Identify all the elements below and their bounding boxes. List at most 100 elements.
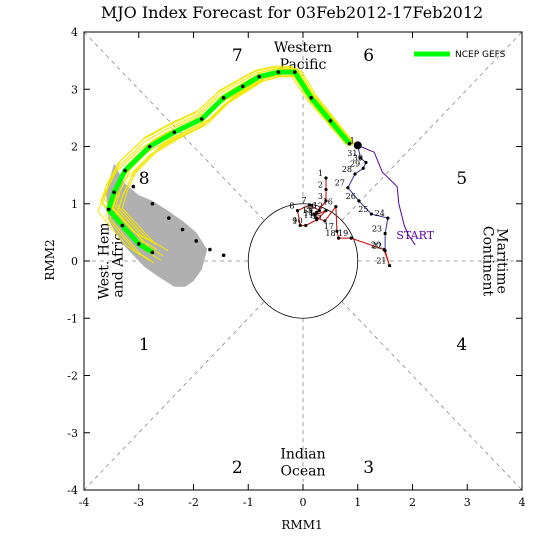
observed-point — [324, 187, 328, 192]
phase-number: 8 — [139, 169, 150, 189]
x-tick-label: -1 — [243, 496, 254, 509]
y-tick-label: -1 — [67, 312, 78, 325]
forecast-dot — [221, 253, 226, 258]
ensemble-mean-point — [150, 250, 155, 255]
forecast-dot — [194, 239, 199, 243]
observed-day-label: 3 — [318, 192, 323, 201]
legend: NCEP GEFS — [414, 50, 506, 60]
y-axis-label: RMM2 — [43, 239, 57, 280]
observed-point — [383, 231, 387, 236]
grid-diagonal-ne — [341, 31, 523, 221]
observed-day-label: 6 — [311, 202, 316, 211]
x-tick-label: 4 — [519, 496, 526, 509]
observed-point — [336, 236, 341, 240]
observed-day-label: 16 — [323, 198, 333, 207]
ensemble-mean-point — [221, 96, 226, 100]
observed-point — [324, 199, 328, 203]
observed-day-label: 9 — [292, 217, 297, 226]
phase-number: 7 — [232, 46, 243, 66]
observed-point — [346, 186, 350, 190]
ensemble-mean-point — [123, 168, 127, 173]
observed-day-label: 18 — [325, 229, 335, 238]
phase-number: 5 — [456, 169, 467, 189]
observed-day-label: 14 — [304, 209, 314, 218]
region-maritime-line2: Continent — [480, 226, 496, 297]
ensemble-mean-point — [240, 84, 245, 89]
observed-point — [353, 172, 357, 176]
forecast-dot — [150, 201, 155, 206]
observed-day-label: 15 — [312, 212, 322, 221]
observed-day-label: 19 — [338, 229, 348, 238]
observed-day-label: 5 — [306, 205, 311, 214]
region-indian-ocean-line1: Indian — [280, 447, 325, 463]
ensemble-member-line — [121, 70, 355, 252]
x-tick-label: 1 — [354, 496, 361, 509]
ensemble-mean-point — [136, 242, 141, 246]
observed-point — [364, 160, 368, 165]
observed-day-label: 28 — [342, 165, 352, 174]
observed-day-label: 13 — [302, 206, 312, 215]
observed-day-label: 10 — [293, 217, 303, 226]
grid-diagonal-sw — [83, 301, 265, 491]
legend-label: NCEP GEFS — [455, 50, 506, 60]
phase-number: 4 — [456, 335, 467, 355]
ensemble-mean-point — [199, 117, 204, 121]
ensemble-spread-band — [105, 163, 208, 287]
phase-number: 2 — [232, 458, 243, 478]
forecast-dot — [180, 227, 185, 232]
ensemble-mean-point — [328, 118, 333, 123]
observed-day-label: 21 — [376, 257, 386, 266]
observed-point — [361, 166, 365, 170]
observed-point — [295, 209, 300, 213]
ensemble-mean-point — [112, 190, 116, 195]
observed-day-label: 22 — [372, 242, 382, 251]
observed-point — [298, 223, 302, 228]
y-tick-label: 0 — [71, 255, 78, 268]
observed-point — [324, 209, 328, 213]
observed-day-label: 1 — [350, 136, 355, 145]
grid-diagonal-nw — [83, 31, 265, 221]
unit-circle — [247, 203, 359, 319]
observed-day-label: 20 — [371, 241, 381, 250]
region-west-hem-line1: West. Hem — [97, 222, 113, 299]
observed-day-label: 7 — [301, 196, 306, 205]
x-tick-label: -4 — [79, 496, 90, 509]
observed-point — [386, 216, 390, 220]
observed-day-label: 30 — [353, 154, 363, 163]
region-western-pacific-line1: Western — [274, 40, 332, 56]
ensemble-mean-point — [292, 70, 297, 74]
observed-point — [313, 213, 317, 217]
plot-grid — [83, 31, 523, 491]
x-tick-label: 3 — [464, 496, 471, 509]
observed-point — [315, 216, 319, 220]
observed-purple-line — [357, 144, 416, 246]
current-position-marker — [353, 141, 362, 150]
observed-day-label: 24 — [375, 209, 385, 218]
ensemble-mean-point — [120, 223, 125, 228]
observed-point — [315, 210, 319, 214]
observed-day-label: 26 — [346, 192, 356, 201]
region-indian-ocean-line2: Ocean — [281, 464, 326, 480]
forecast-series — [97, 65, 355, 287]
y-tick-label: 3 — [71, 83, 78, 96]
x-tick-label: -2 — [188, 496, 199, 509]
phase-number: 1 — [139, 335, 150, 355]
observed-point — [383, 249, 387, 253]
y-tick-label: -2 — [67, 370, 78, 383]
forecast-dot — [208, 247, 212, 252]
observed-day-label: 23 — [372, 225, 382, 234]
phase-number: 3 — [363, 458, 374, 478]
ensemble-mean-point — [172, 130, 177, 134]
grid-diagonal-se — [341, 301, 523, 491]
observed-day-label: 8 — [289, 202, 294, 211]
observed-day-label: 29 — [350, 159, 360, 168]
observed-point — [323, 219, 327, 223]
x-tick-label: 0 — [300, 496, 307, 509]
ensemble-mean-point — [257, 74, 262, 79]
observed-point — [335, 229, 339, 233]
observed-day-label: 17 — [324, 222, 334, 231]
y-tick-label: -4 — [67, 484, 78, 497]
x-axis-label: RMM1 — [281, 518, 322, 532]
ensemble-mean-point — [106, 207, 111, 212]
